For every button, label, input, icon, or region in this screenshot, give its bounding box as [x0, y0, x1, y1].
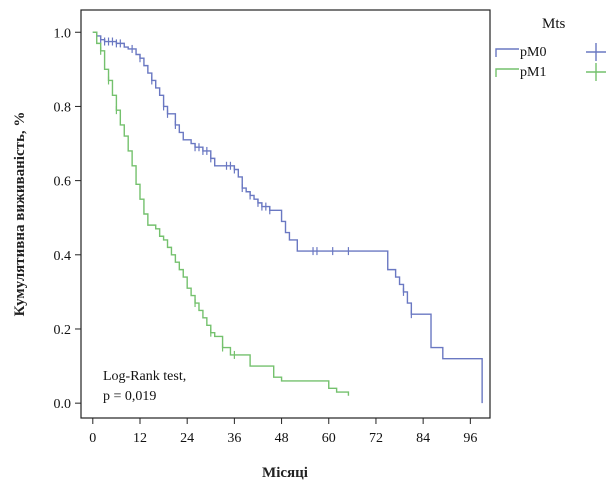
x-tick-label: 72 [369, 431, 383, 446]
x-axis-label: Місяці [262, 465, 308, 481]
x-tick-label: 60 [322, 431, 336, 446]
legend-swatch-pM1 [495, 68, 519, 77]
y-tick-label: 1.0 [54, 26, 72, 41]
survival-curves [92, 31, 483, 404]
y-tick-label: 0.0 [54, 397, 72, 412]
x-tick-label: 96 [463, 431, 477, 446]
y-tick-label: 0.4 [54, 249, 72, 264]
legend-label-pM1: pM1 [520, 65, 546, 80]
y-tick-label: 0.8 [54, 100, 72, 115]
legend-swatch-pM0 [495, 48, 519, 57]
x-tick-label: 12 [133, 431, 147, 446]
plot-frame [80, 9, 491, 419]
x-tick-label: 84 [416, 431, 430, 446]
legend-title: Mts [542, 16, 566, 32]
y-tick-label: 0.2 [54, 323, 72, 338]
y-axis-label: Кумулятивна виживаність, % [12, 112, 28, 317]
x-tick-label: 24 [180, 431, 194, 446]
x-tick-label: 36 [227, 431, 241, 446]
annotation-test-name: Log-Rank test, [103, 369, 186, 384]
x-tick-label: 0 [89, 431, 96, 446]
annotation-p-value: p = 0,019 [103, 389, 156, 404]
x-tick-label: 48 [275, 431, 289, 446]
y-tick-label: 0.6 [54, 175, 72, 190]
legend-label-pM0: pM0 [520, 45, 546, 60]
series-line-pM1 [92, 31, 350, 396]
axes: 0 12 24 36 48 60 72 84 96 0.0 0.2 0.4 0.6 0.8 1.0 [54, 26, 478, 446]
